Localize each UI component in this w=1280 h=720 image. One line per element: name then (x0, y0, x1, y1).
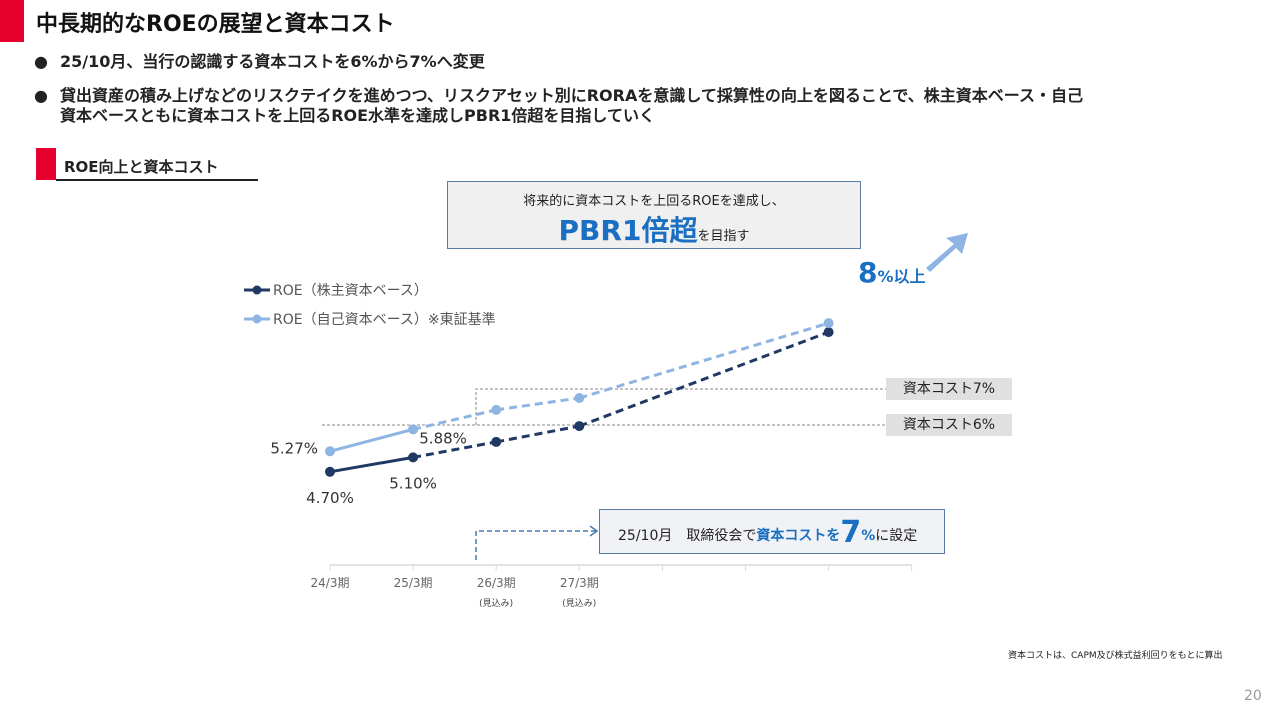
arrow-head-icon (589, 525, 599, 537)
cost-7-line (475, 388, 886, 425)
data-point (325, 446, 335, 457)
legend-label: ROE（自己資本ベース）※東証基準 (273, 311, 496, 328)
series-segment (495, 424, 580, 444)
series-segment (329, 427, 414, 453)
up-arrow-icon (926, 233, 968, 272)
data-point (574, 393, 585, 403)
x-tick-label: 25/3期 (394, 576, 433, 590)
x-tick-label: 27/3期 (560, 576, 599, 590)
legend-label: ROE（株主資本ベース） (273, 283, 428, 299)
data-point (574, 421, 585, 432)
x-tick-label: 26/3期 (477, 576, 516, 590)
x-sub-label: (見込み) (479, 598, 513, 609)
pbr-callout: 将来的に資本コストを上回るROEを達成し、 PBR1倍超を目指す (447, 181, 861, 249)
bullet-text: 資本ベースともに資本コストを上回るROE水準を達成しPBR1倍超を目指していく (60, 106, 655, 125)
x-sub-label: (見込み) (562, 598, 596, 609)
legend-marker (252, 314, 262, 324)
data-label: 5.27% (270, 439, 318, 457)
data-label: 5.10% (389, 474, 437, 492)
note-percent: % (861, 528, 876, 544)
x-tick-label: 24/3期 (311, 576, 350, 590)
note-big-number: 7 (840, 515, 862, 550)
page-number: 20 (1244, 688, 1262, 704)
data-point (491, 404, 502, 415)
note-prefix: 25/10月 取締役会で (618, 528, 757, 544)
callout-text: 将来的に資本コストを上回るROEを達成し、 (523, 194, 785, 209)
callout-highlight: PBR1倍超 (558, 214, 698, 247)
section-underline (56, 179, 258, 181)
series-segment (578, 330, 830, 428)
bullet-1: ● 25/10月、当行の認識する資本コストを6%から7%へ変更 (34, 52, 485, 72)
data-label: 4.70% (306, 489, 354, 507)
note-highlight: 資本コストを (756, 528, 841, 544)
bullet-text: 貸出資産の積み上げなどのリスクテイクを進めつつ、リスクアセット別にRORAを意識… (60, 86, 1083, 105)
data-label: 5.88% (419, 429, 467, 447)
footnote: 資本コストは、CAPM及び株式益利回りをもとに算出 (1008, 651, 1223, 661)
legend-marker (252, 285, 262, 295)
data-point (408, 424, 419, 435)
section-accent-bar (36, 148, 56, 180)
bullet-2: ● 貸出資産の積み上げなどのリスクテイクを進めつつ、リスクアセット別にRORAを意… (34, 86, 1083, 126)
data-point (408, 452, 419, 463)
page-title: 中長期的なROEの展望と資本コスト (36, 12, 395, 37)
bullet-marker: ● (34, 52, 48, 71)
series-segment (578, 321, 830, 400)
title-accent-bar (0, 0, 24, 42)
bullet-marker: ● (34, 86, 48, 105)
data-point (325, 466, 335, 477)
series-segment (495, 396, 580, 412)
data-point (823, 318, 834, 329)
data-point (823, 327, 834, 338)
roe-target: 8%以上 (858, 256, 926, 289)
series-segment (329, 455, 414, 474)
note-suffix: に設定 (875, 528, 918, 544)
decision-note: 25/10月 取締役会で資本コストを7%に設定 (599, 509, 945, 554)
series-segment (412, 440, 497, 459)
target-number: 8 (858, 256, 878, 289)
data-point (491, 436, 502, 447)
callout-suffix: を目指す (697, 229, 750, 244)
bullet-text: 25/10月、当行の認識する資本コストを6%から7%へ変更 (60, 52, 485, 71)
series-segment (412, 408, 497, 431)
target-suffix: %以上 (877, 267, 926, 286)
timeline-arrow (475, 530, 596, 560)
section-title: ROE向上と資本コスト (64, 158, 219, 176)
cost-6-label: 資本コスト6% (886, 414, 1012, 436)
cost-7-label: 資本コスト7% (886, 378, 1012, 400)
